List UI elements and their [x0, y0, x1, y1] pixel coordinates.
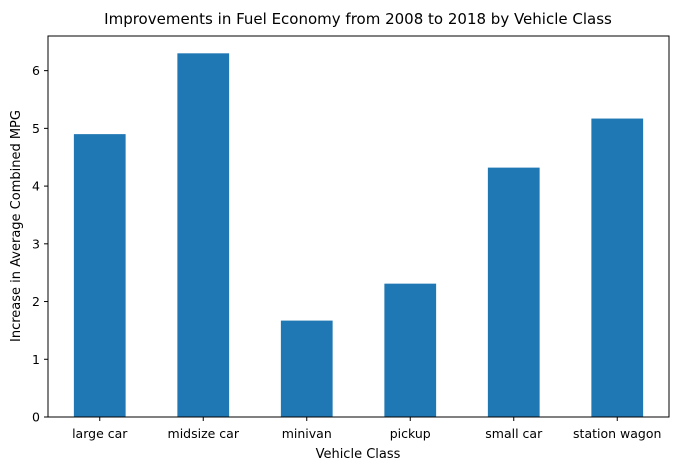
- x-axis-ticks: large car midsize car minivan pickup small c…: [72, 417, 661, 441]
- x-tick-label: pickup: [390, 426, 431, 441]
- bar-midsize-car: [177, 53, 230, 418]
- x-tick-label: station wagon: [573, 426, 661, 441]
- x-axis-label: Vehicle Class: [316, 447, 401, 462]
- y-tick-label: 0: [32, 410, 40, 425]
- plot-frame: [47, 35, 670, 418]
- bar-minivan: [280, 320, 333, 417]
- bars-group: [73, 53, 644, 418]
- x-tick-label: minivan: [282, 426, 332, 441]
- x-tick-label: midsize car: [168, 426, 240, 441]
- y-tick-label: 5: [32, 121, 40, 136]
- y-axis-ticks: 0 1 2 3 4 5 6: [32, 63, 48, 425]
- bar-station-wagon: [591, 118, 644, 418]
- y-tick-label: 1: [32, 352, 40, 367]
- x-tick-label: large car: [72, 426, 128, 441]
- bar-pickup: [384, 283, 437, 417]
- y-tick-label: 3: [32, 236, 40, 251]
- y-tick-label: 2: [32, 294, 40, 309]
- chart-title: Improvements in Fuel Economy from 2008 t…: [104, 10, 612, 28]
- bar-large-car: [73, 134, 126, 418]
- y-tick-label: 6: [32, 63, 40, 78]
- y-axis-label: Increase in Average Combined MPG: [9, 110, 24, 342]
- bar-small-car: [487, 167, 540, 417]
- x-tick-label: small car: [485, 426, 543, 441]
- y-tick-label: 4: [32, 179, 40, 194]
